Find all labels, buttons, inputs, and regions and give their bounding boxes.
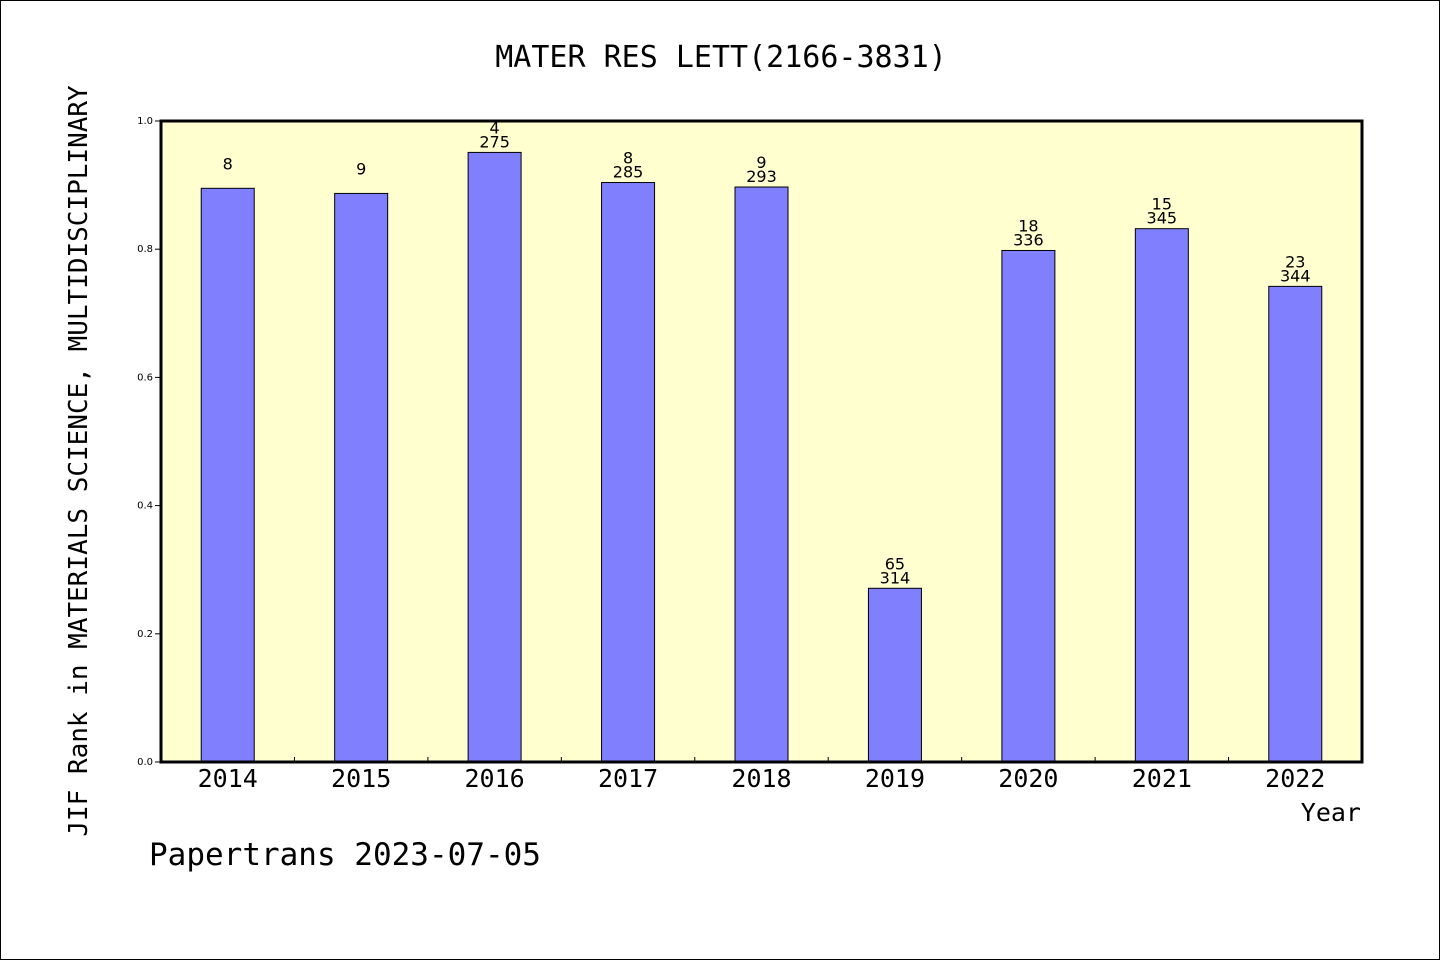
bar-2016 xyxy=(467,151,522,763)
rank-label: 8 xyxy=(223,154,233,173)
x-tick-label: 2018 xyxy=(731,764,791,793)
y-tick-label: 0.2 xyxy=(137,629,153,640)
total-label: 345 xyxy=(1147,209,1178,228)
total-label: 293 xyxy=(746,167,777,186)
x-tick-label: 2016 xyxy=(465,764,525,793)
plot-border xyxy=(159,119,1364,764)
x-axis: 2014 2015 2016 2017 2018 2019 2020 2021 2022 xyxy=(198,757,1325,793)
y-tick-label: 0.8 xyxy=(137,244,153,255)
bar-2018 xyxy=(734,186,789,763)
total-label: 285 xyxy=(613,163,644,182)
total-label: 314 xyxy=(880,568,911,587)
rank-label: 23 xyxy=(1285,252,1305,271)
bar-2014 xyxy=(200,187,255,763)
rank-label: 18 xyxy=(1018,216,1038,235)
bar-2017 xyxy=(601,182,656,763)
bar-2020 xyxy=(1001,249,1056,763)
chart-title: MATER RES LETT(2166-3831) xyxy=(495,40,947,75)
rank-label: 4 xyxy=(490,118,500,137)
y-tick-label: 1.0 xyxy=(137,116,153,127)
x-tick-label: 2017 xyxy=(598,764,658,793)
bars-layer xyxy=(200,151,1323,763)
total-label: 344 xyxy=(1280,266,1311,285)
x-tick-label: 2020 xyxy=(998,764,1058,793)
rank-label: 65 xyxy=(885,554,905,573)
y-tick-label: 0.6 xyxy=(137,372,153,383)
rank-label: 9 xyxy=(756,153,766,172)
bar-2019 xyxy=(867,587,922,763)
total-label: 336 xyxy=(1013,230,1044,249)
y-tick-label: 0.0 xyxy=(137,757,153,768)
y-tick-label: 0.4 xyxy=(137,501,153,512)
x-tick-label: 2015 xyxy=(331,764,391,793)
bar-2015 xyxy=(334,192,389,763)
bar-2021 xyxy=(1134,228,1189,763)
x-axis-label: Year xyxy=(1301,798,1361,827)
x-tick-label: 2022 xyxy=(1265,764,1325,793)
x-tick-label: 2014 xyxy=(198,764,258,793)
x-tick-label: 2019 xyxy=(865,764,925,793)
rank-label: 15 xyxy=(1152,195,1172,214)
total-label: 275 xyxy=(479,132,510,151)
bar-2022 xyxy=(1268,285,1323,763)
rank-label: 8 xyxy=(623,149,633,168)
x-tick-label: 2021 xyxy=(1132,764,1192,793)
y-axis: 0.0 0.2 0.4 0.6 0.8 1.0 xyxy=(137,116,161,768)
y-axis-label: JIF Rank in MATERIALS SCIENCE, MULTIDISC… xyxy=(64,85,94,837)
footer-watermark: Papertrans 2023-07-05 xyxy=(149,837,541,873)
rank-label: 9 xyxy=(356,159,366,178)
